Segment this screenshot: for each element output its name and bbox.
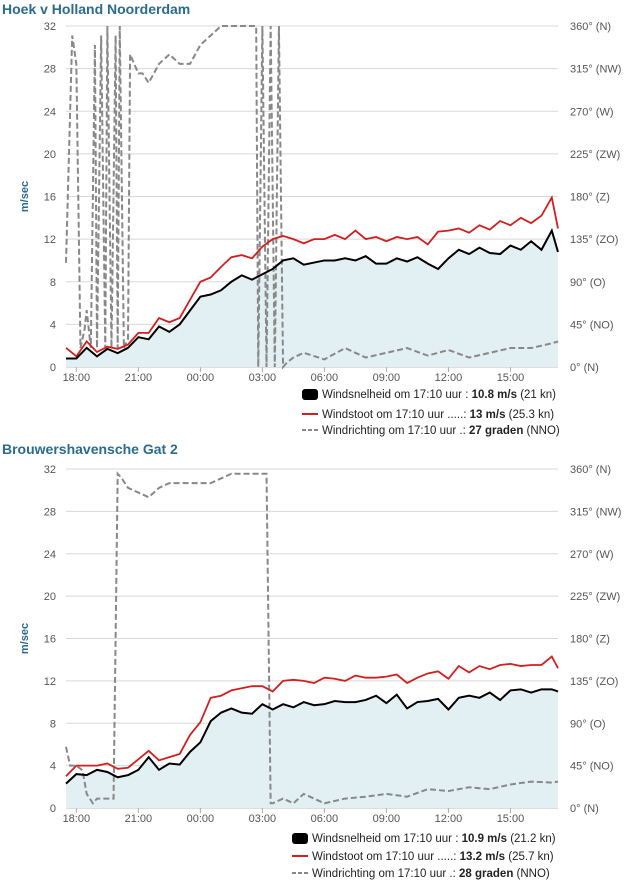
y-tick-label: 32	[44, 464, 56, 476]
x-tick-label: 06:00	[311, 813, 339, 825]
x-tick-label: 18:00	[63, 372, 91, 384]
legend-label: Windsnelheid om 17:10 uur : 10.9 m/s (21…	[312, 833, 556, 845]
y-tick-label: 16	[44, 192, 56, 204]
legend-item-gust: Windstoot om 17:10 uur .....: 13 m/s (25…	[302, 409, 554, 421]
x-tick-label: 00:00	[187, 813, 215, 825]
y2-tick-label: 90° (O)	[570, 277, 606, 289]
y2-tick-label: 315° (NW)	[570, 506, 621, 518]
x-tick-label: 09:00	[373, 372, 401, 384]
gust-line	[65, 195, 559, 358]
x-tick-label: 12:00	[435, 372, 463, 384]
y2-tick-label: 270° (W)	[570, 106, 614, 118]
y2-tick-label: 180° (Z)	[570, 634, 610, 646]
x-tick-label: 00:00	[187, 372, 215, 384]
x-tick-label: 21:00	[125, 372, 153, 384]
y-tick-label: 28	[44, 64, 56, 76]
y-tick-label: 16	[44, 634, 56, 646]
y2-tick-label: 45° (NO)	[570, 761, 614, 773]
y2-tick-label: 225° (ZW)	[570, 149, 620, 161]
legend-item-dir: Windrichting om 17:10 uur .: 27 graden (…	[302, 425, 560, 437]
y2-tick-label: 0° (N)	[570, 803, 599, 815]
speed-line	[66, 227, 559, 360]
y2-tick-label: 360° (N)	[570, 464, 611, 476]
y-tick-label: 12	[44, 234, 56, 246]
x-tick-label: 06:00	[311, 372, 339, 384]
legend-extra: (25.3 kn)	[509, 409, 555, 421]
y2-tick-label: 315° (NW)	[570, 64, 621, 76]
x-tick-label: 15:00	[497, 372, 525, 384]
legend-label: Windrichting om 17:10 uur .: 28 graden (…	[312, 868, 550, 880]
y-tick-label: 20	[44, 591, 56, 603]
legend-value: 13 m/s	[470, 409, 509, 421]
legend-item-speed: Windsnelheid om 17:10 uur : 10.9 m/s (21…	[292, 833, 556, 845]
legend-extra: (NNO)	[527, 425, 560, 437]
y-tick-label: 32	[44, 21, 56, 33]
y-tick-label: 8	[50, 718, 56, 730]
legend-extra: (21.2 kn)	[510, 833, 556, 845]
y-tick-label: 28	[44, 506, 56, 518]
legend-swatch-speed	[292, 833, 308, 844]
x-tick-label: 15:00	[497, 813, 525, 825]
x-tick-label: 03:00	[249, 813, 277, 825]
legend-label-text: Windrichting om 17:10 uur .:	[312, 868, 459, 880]
x-tick-label: 12:00	[435, 813, 463, 825]
speed-line	[65, 688, 559, 785]
y-tick-label: 24	[44, 549, 56, 561]
legend-item-gust: Windstoot om 17:10 uur .....: 13.2 m/s (…	[292, 851, 554, 863]
y2-tick-label: 270° (W)	[570, 549, 614, 561]
y-tick-label: 4	[50, 761, 56, 773]
wind-chart-hoek-v-holland: Hoek v Holland Noorderdam 0 4 8 12 16 20 24 28 32…	[2, 1, 621, 437]
y-tick-label: 24	[44, 106, 56, 118]
legend-extra: (NNO)	[517, 868, 550, 880]
legend-label: Windstoot om 17:10 uur .....: 13 m/s (25…	[322, 409, 554, 421]
y-axis-label: m/sec	[19, 623, 31, 654]
y-tick-label: 4	[50, 319, 56, 331]
chart-title: Hoek v Holland Noorderdam	[2, 1, 190, 17]
y-tick-label: 0	[50, 803, 56, 815]
legend-extra: (25.7 kn)	[508, 851, 554, 863]
legend-label-text: Windstoot om 17:10 uur .....:	[312, 851, 460, 863]
legend-value: 10.8 m/s	[472, 389, 521, 401]
x-tick-label: 21:00	[125, 813, 153, 825]
y2-tick-label: 90° (O)	[570, 718, 606, 730]
y2-tick-label: 225° (ZW)	[570, 591, 620, 603]
legend-value: 27 graden	[469, 425, 527, 437]
x-tick-label: 18:00	[63, 813, 91, 825]
wind-chart-brouwershavensche-gat: Brouwershavensche Gat 2 0 4 8 12 16 20 24 28 32 0°…	[2, 442, 621, 880]
direction-line	[65, 25, 559, 370]
direction-line	[65, 471, 559, 805]
legend-swatch-speed	[302, 389, 318, 400]
legend-label-text: Windstoot om 17:10 uur .....:	[322, 409, 470, 421]
legend-item-speed: Windsnelheid om 17:10 uur : 10.8 m/s (21…	[302, 389, 556, 401]
speed-area	[66, 230, 558, 367]
y2-tick-label: 135° (ZO)	[570, 234, 618, 246]
gust-line	[65, 655, 559, 777]
legend-label: Windsnelheid om 17:10 uur : 10.8 m/s (21…	[322, 389, 556, 401]
legend-extra: (21 kn)	[520, 389, 556, 401]
y-tick-label: 8	[50, 277, 56, 289]
y-tick-label: 0	[50, 362, 56, 374]
y2-tick-label: 0° (N)	[570, 362, 599, 374]
x-tick-label: 09:00	[373, 813, 401, 825]
legend-label-text: Windsnelheid om 17:10 uur :	[312, 833, 462, 845]
y-tick-label: 12	[44, 676, 56, 688]
y-axis-label: m/sec	[19, 181, 31, 212]
legend-label-text: Windsnelheid om 17:10 uur :	[322, 389, 472, 401]
legend-label: Windstoot om 17:10 uur .....: 13.2 m/s (…	[312, 851, 554, 863]
legend-value: 28 graden	[459, 868, 517, 880]
y2-tick-label: 360° (N)	[570, 21, 611, 33]
y2-tick-label: 135° (ZO)	[570, 676, 618, 688]
legend-item-dir: Windrichting om 17:10 uur .: 28 graden (…	[292, 868, 550, 880]
x-tick-label: 03:00	[249, 372, 277, 384]
speed-area	[66, 689, 558, 808]
legend-label-text: Windrichting om 17:10 uur .:	[322, 425, 469, 437]
y-tick-label: 20	[44, 149, 56, 161]
legend-value: 13.2 m/s	[460, 851, 509, 863]
y2-tick-label: 45° (NO)	[570, 319, 614, 331]
legend-value: 10.9 m/s	[462, 833, 511, 845]
y2-tick-label: 180° (Z)	[570, 192, 610, 204]
legend-label: Windrichting om 17:10 uur .: 27 graden (…	[322, 425, 560, 437]
chart-title: Brouwershavensche Gat 2	[2, 442, 178, 457]
